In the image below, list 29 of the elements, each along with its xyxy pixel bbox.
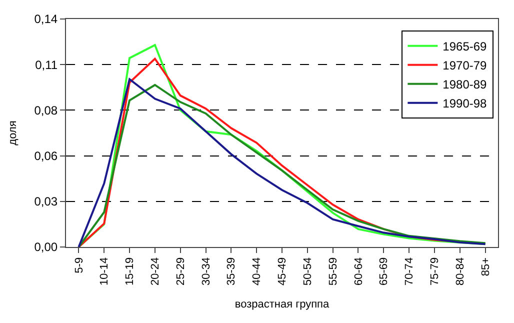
x-tick-label: 65-69 xyxy=(378,257,390,286)
x-tick-label: 60-64 xyxy=(352,257,365,286)
x-tick-label: 25-29 xyxy=(174,257,187,286)
x-tick-label: 5-9 xyxy=(73,257,86,274)
y-tick-label: 0,06 xyxy=(34,149,58,163)
x-tick-label: 55-59 xyxy=(327,257,340,286)
legend-label: 1965-69 xyxy=(442,40,488,54)
x-tick-label: 70-74 xyxy=(404,257,416,286)
x-tick-label: 40-44 xyxy=(251,257,264,286)
x-tick-label: 45-49 xyxy=(276,257,289,286)
x-tick-label: 35-39 xyxy=(226,257,238,286)
legend-label: 1990-98 xyxy=(442,96,488,111)
x-tick-label: 50-54 xyxy=(302,257,314,286)
x-tick-label: 10-14 xyxy=(98,257,111,286)
x-tick-label: 80-84 xyxy=(454,257,466,286)
x-axis-title: возрастная группа xyxy=(234,298,330,311)
y-tick-label: 0,03 xyxy=(34,194,58,209)
x-tick-label: 30-34 xyxy=(200,257,212,286)
x-tick-label: 75-79 xyxy=(429,257,442,286)
y-tick-label: 0,11 xyxy=(35,58,58,72)
y-tick-label: 0,14 xyxy=(34,12,58,26)
x-tick-label: 15-19 xyxy=(124,257,136,286)
legend-label: 1980-89 xyxy=(442,78,488,92)
y-tick-label: 0,00 xyxy=(34,240,58,254)
y-tick-label: 0,08 xyxy=(34,103,58,118)
legend-label: 1970-79 xyxy=(442,58,488,73)
x-tick-label: 20-24 xyxy=(150,257,162,286)
y-axis-title: доля xyxy=(6,120,19,146)
x-tick-label: 85+ xyxy=(480,257,492,276)
